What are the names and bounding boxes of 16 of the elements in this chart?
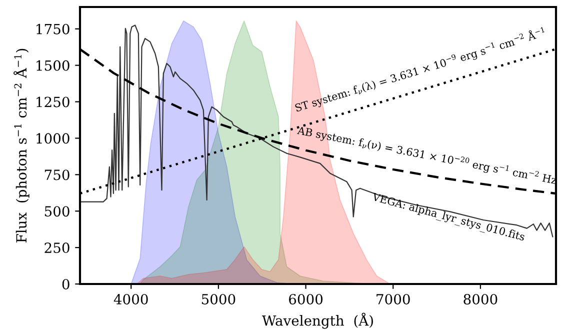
text: ST system: f$_{ν}$(λ) = 3.631 × 10$^{−9}$ erg s$^{−1}$ cm$^{−2}$ Å$^{−1}$ [294, 26, 545, 112]
x-tick-label: 4000 [114, 294, 148, 304]
x-tick-label: 6000 [289, 294, 323, 304]
y-tick-label: 250 [44, 242, 70, 254]
y-tick-label: 1750 [36, 24, 70, 34]
y-tick-label: 1250 [36, 96, 70, 108]
x-tick-label: 8000 [464, 294, 498, 304]
y-tick-label: 500 [44, 206, 70, 217]
x-axis-title: Wavelength (Å) [262, 312, 373, 329]
y-tick-label: 1500 [36, 60, 70, 71]
x-tick-label: 7000 [376, 294, 410, 304]
y-tick-label: 750 [44, 170, 70, 180]
y-tick-label: 1000 [36, 133, 70, 144]
y-tick-label: 0 [62, 278, 70, 290]
x-tick-label: 5000 [202, 294, 236, 304]
y-axis-title: Flux (photon s$^{−1}$ cm$^{−2}$ Å$^{−1}$) [14, 48, 30, 242]
